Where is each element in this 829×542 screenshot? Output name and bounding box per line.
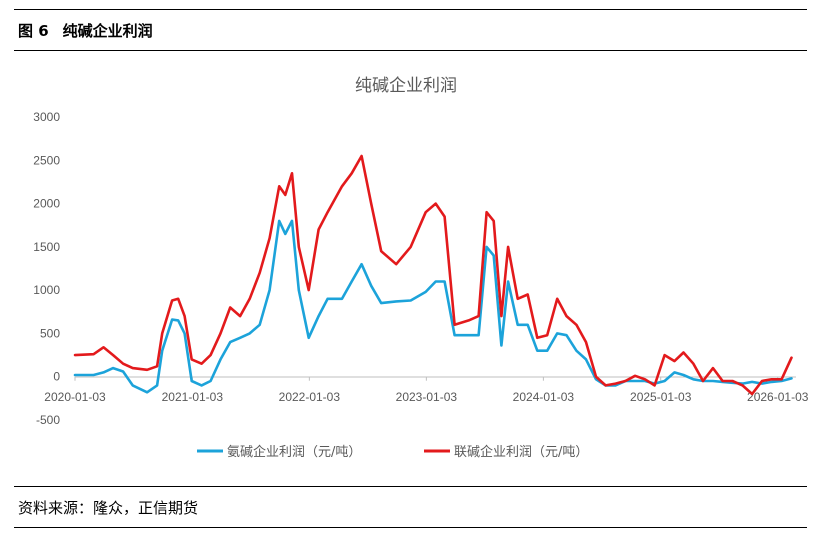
x-tick-label: 2025-01-03 xyxy=(630,390,692,404)
y-tick-label: 3000 xyxy=(33,110,60,124)
figure-title: 纯碱企业利润 xyxy=(62,22,153,40)
y-axis: -500 0 500 1000 1500 2000 2500 3000 xyxy=(33,110,60,427)
x-axis: 2020-01-03 2021-01-03 2022-01-03 2023-01-03… xyxy=(44,376,809,404)
x-tick-label: 2026-01-03 xyxy=(747,390,809,404)
series-line-2 xyxy=(73,154,793,396)
y-tick-label: 500 xyxy=(40,326,60,340)
legend: 氨碱企业利润（元/吨） 联碱企业利润（元/吨） xyxy=(197,444,588,460)
figure-number: 图 6 xyxy=(18,22,49,40)
y-tick-label: 2500 xyxy=(33,153,60,167)
y-tick-label: 0 xyxy=(53,370,60,384)
y-tick-label: -500 xyxy=(36,413,60,427)
chart-title: 纯碱企业利润 xyxy=(355,76,457,96)
figure-header: 图 6 纯碱企业利润 xyxy=(18,20,153,41)
series-lines xyxy=(73,154,793,396)
x-tick-label: 2020-01-03 xyxy=(44,390,106,404)
legend-label-1: 氨碱企业利润（元/吨） xyxy=(227,444,361,460)
x-tick-label: 2021-01-03 xyxy=(162,390,224,404)
source-rule-top xyxy=(14,486,807,487)
y-tick-label: 1000 xyxy=(33,283,60,297)
bottom-rule xyxy=(14,527,807,528)
x-tick-label: 2022-01-03 xyxy=(279,390,341,404)
x-tick-label: 2023-01-03 xyxy=(396,390,458,404)
x-tick-label: 2024-01-03 xyxy=(513,390,575,404)
y-tick-label: 2000 xyxy=(33,197,60,211)
top-rule xyxy=(14,9,807,10)
header-rule xyxy=(14,50,807,51)
y-tick-label: 1500 xyxy=(33,240,60,254)
series-line-1 xyxy=(73,219,793,394)
legend-label-2: 联碱企业利润（元/吨） xyxy=(454,444,588,460)
figure-source: 资料来源：隆众，正信期货 xyxy=(18,499,199,517)
